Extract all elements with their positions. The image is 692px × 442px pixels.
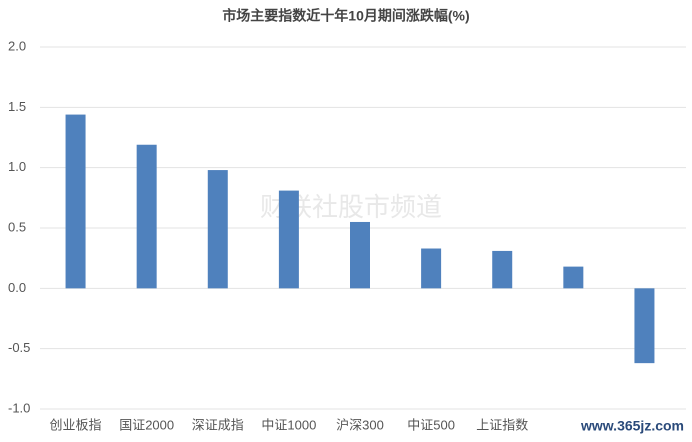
bar: [492, 250, 513, 289]
y-tick-label: 1.0: [8, 159, 26, 174]
x-tick-label: 中证500: [407, 417, 455, 432]
x-tick-label: 深证成指: [192, 417, 244, 432]
bar: [421, 248, 442, 289]
y-tick-label: -0.5: [8, 340, 30, 355]
y-tick-label: 1.5: [8, 99, 26, 114]
chart-title: 市场主要指数近十年10月期间涨跌幅(%): [222, 8, 469, 24]
x-tick-label: 上证指数: [476, 417, 528, 432]
bar: [350, 221, 370, 289]
bar: [563, 266, 584, 289]
y-tick-label: -1.0: [8, 400, 30, 415]
y-tick-label: 0.0: [8, 280, 26, 295]
bar: [65, 114, 86, 289]
watermark: www.365jz.com: [580, 418, 684, 434]
x-tick-label: 沪深300: [336, 417, 384, 432]
y-tick-label: 0.5: [8, 219, 26, 234]
bar: [634, 288, 655, 364]
x-tick-label: 中证1000: [261, 417, 316, 432]
bar: [136, 144, 157, 289]
bar: [278, 190, 299, 289]
y-tick-label: 2.0: [8, 38, 26, 53]
x-tick-label: 国证2000: [119, 417, 174, 432]
bar: [207, 170, 228, 289]
x-tick-label: 创业板指: [50, 417, 102, 432]
